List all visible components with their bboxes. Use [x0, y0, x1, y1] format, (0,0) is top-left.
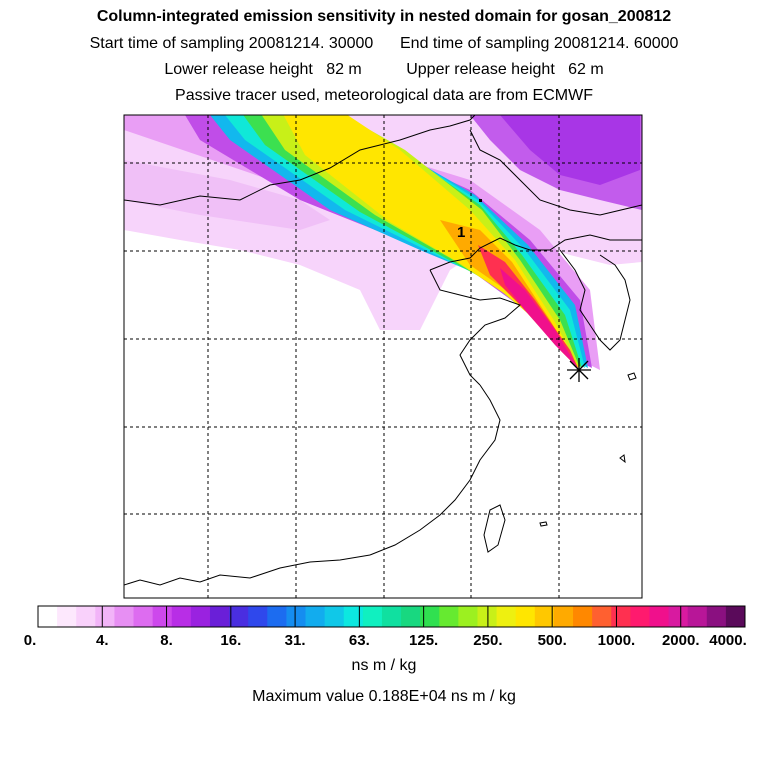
colorbar-cell: [649, 606, 670, 627]
colorbar-tick-label: 250.: [473, 632, 503, 649]
maximum-value: Maximum value 0.188E+04 ns m / kg: [252, 688, 516, 705]
coast-bohai: [429, 234, 642, 271]
coast-east: [369, 384, 501, 556]
colorbar-tick-label: 125.: [409, 632, 439, 649]
coast-south: [124, 554, 371, 586]
colorbar: [37, 605, 746, 628]
low-sensitivity-west: [124, 160, 330, 230]
grid-lines: [124, 115, 642, 598]
colorbar-cell: [515, 606, 536, 627]
mid-sensitivity-area-2: [500, 115, 640, 185]
colorbar-cell: [534, 606, 555, 627]
colorbar-units: ns m / kg: [351, 657, 417, 674]
colorbar-cell: [324, 606, 345, 627]
colorbar-cell: [152, 606, 173, 627]
colorbar-cell: [190, 606, 211, 627]
colorbar-cell: [362, 606, 383, 627]
colorbar-cell: [76, 606, 96, 627]
island-2: [619, 454, 626, 464]
map-field: 1: [124, 115, 642, 598]
coast-shandong: [429, 269, 521, 386]
colorbar-tick-label: 500.: [537, 632, 567, 649]
colorbar-tick-label: 16.: [220, 632, 242, 649]
colorbar-cell: [286, 606, 307, 627]
colorbar-tick-label: 4.: [96, 632, 109, 649]
colorbar-cell: [133, 606, 154, 627]
colorbar-cell: [305, 606, 326, 627]
sensitivity-map: 1: [123, 114, 643, 599]
colorbar-cell: [458, 606, 478, 627]
colorbar-cell: [706, 606, 727, 627]
colorbar-cell: [209, 606, 230, 627]
colorbar-cell: [38, 606, 58, 627]
colorbar-cell: [171, 606, 192, 627]
colorbar-cell: [343, 606, 364, 627]
release-upper: Upper release height 62 m: [406, 61, 604, 78]
colorbar-cell: [477, 606, 498, 627]
colorbar-cell: [95, 606, 115, 627]
colorbar-tick-label: 4000.: [709, 632, 747, 649]
trajectory-dot: [479, 199, 482, 202]
sampling-times: Start time of sampling 20081214. 30000 E…: [0, 35, 768, 53]
island-3: [539, 521, 548, 527]
colorbar-cells: [38, 606, 746, 627]
tracer-note: Passive tracer used, meteorological data…: [175, 87, 593, 104]
colorbar-cell: [553, 606, 574, 627]
release-heights: Lower release height 82 m Upper release …: [0, 61, 768, 79]
sampling-end: End time of sampling 20081214. 60000: [400, 35, 679, 52]
border-ne: [469, 129, 642, 216]
chart-title: Column-integrated emission sensitivity i…: [96, 8, 672, 25]
colorbar-cell: [496, 606, 517, 627]
colorbar-cell: [611, 606, 631, 627]
colorbar-cell: [401, 606, 421, 627]
colorbar-tick-label: 8.: [160, 632, 173, 649]
colorbar-tick-label: 0.: [23, 632, 37, 649]
map-frame: [123, 114, 643, 599]
colorbar-cell: [573, 606, 593, 627]
colorbar-cell: [725, 606, 746, 627]
taiwan: [483, 504, 506, 553]
colorbar-tick-label: 1000.: [597, 632, 636, 649]
colorbar-cell: [439, 606, 459, 627]
island-1: [627, 372, 637, 381]
colorbar-cell: [229, 606, 249, 627]
coastlines: [124, 115, 642, 586]
colorbar-cell: [668, 606, 689, 627]
colorbar-cell: [592, 606, 612, 627]
colorbar-cell: [248, 606, 268, 627]
colorbar-cell: [630, 606, 650, 627]
colorbar-dividers: [37, 606, 746, 627]
colorbar-tick-label: 2000.: [661, 632, 700, 649]
trajectory-label: 1: [457, 224, 465, 241]
colorbar-cell: [381, 606, 402, 627]
plume-band-7: [283, 115, 579, 368]
sampling-start: Start time of sampling 20081214. 30000: [89, 35, 374, 52]
colorbar-tick-label: 63.: [348, 632, 370, 649]
colorbar-cell: [420, 606, 440, 627]
release-lower: Lower release height 82 m: [164, 61, 362, 78]
receptor-star-icon: [567, 358, 591, 382]
colorbar-cell: [267, 606, 287, 627]
colorbar-cell: [57, 606, 77, 627]
plume-core-orange: [440, 220, 578, 368]
colorbar-cell: [687, 606, 708, 627]
korea-coast: [559, 249, 631, 351]
colorbar-cell: [114, 606, 135, 627]
colorbar-tick-label: 31.: [284, 632, 306, 649]
border-north: [124, 115, 476, 206]
